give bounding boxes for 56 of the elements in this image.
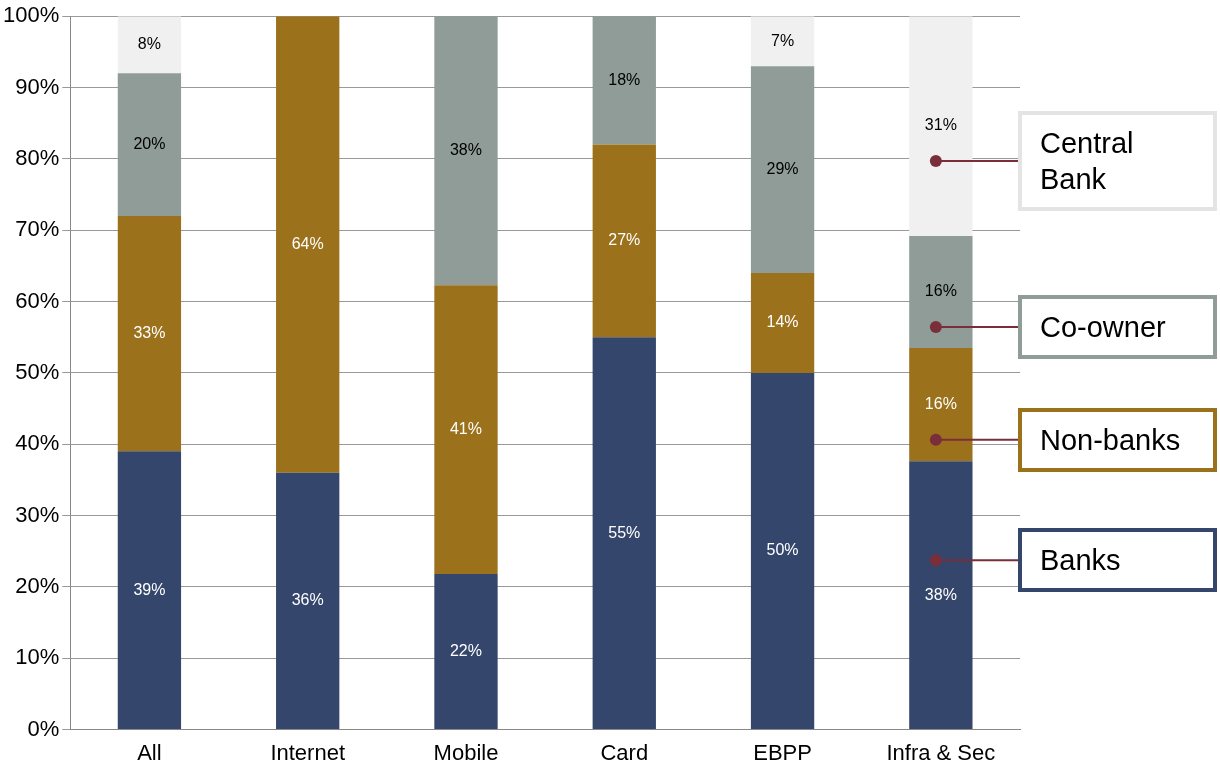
text: Central Bank [1018, 111, 1217, 212]
bar [117, 215, 182, 452]
bar [750, 372, 815, 730]
data-label: 7% [771, 31, 795, 49]
x-tick-label: Mobile [433, 739, 499, 765]
data-label: 20% [133, 135, 166, 153]
bar [750, 273, 815, 373]
y-tick-label: 50% [15, 358, 60, 384]
bar [909, 461, 973, 730]
x-tick-label: Internet [270, 739, 346, 765]
bar [592, 337, 656, 730]
y-tick-label: 0% [27, 715, 60, 741]
x-tick-label: Card [600, 739, 649, 765]
data-label: 22% [449, 642, 483, 659]
y-tick-label: 20% [15, 572, 60, 598]
bar [276, 16, 340, 473]
y-tick-label: 10% [15, 644, 60, 670]
data-label: 50% [766, 541, 799, 559]
bar [434, 574, 498, 730]
data-label: 16% [924, 282, 957, 300]
y-tick-label: 40% [15, 430, 60, 456]
data-label: 18% [608, 70, 641, 88]
y-tick-label: 60% [15, 287, 60, 313]
data-label: 33% [133, 324, 166, 342]
x-tick-label: Infra & Sec [886, 739, 996, 765]
bar [117, 16, 182, 74]
x-tick-label: All [137, 739, 162, 765]
text: Banks [1018, 528, 1217, 593]
data-label: 31% [924, 116, 957, 134]
data-label: 14% [766, 313, 799, 331]
bar [434, 285, 498, 575]
data-label: 55% [608, 523, 641, 541]
data-label: 41% [449, 420, 483, 438]
bar [750, 16, 815, 67]
data-label: 8% [137, 35, 161, 53]
bar [276, 472, 340, 730]
data-label: 64% [291, 234, 324, 252]
bar [909, 347, 973, 462]
data-label: 38% [924, 585, 957, 603]
bar [117, 451, 182, 730]
bar [592, 144, 656, 338]
y-tick-label: 70% [15, 216, 60, 242]
data-label: 39% [133, 580, 166, 598]
text: Non-banks [1018, 407, 1217, 472]
y-tick-label: 90% [15, 73, 60, 99]
data-label: 29% [766, 159, 799, 177]
y-tick-label: 30% [15, 501, 60, 527]
text: Co-owner [1018, 294, 1217, 359]
data-label: 16% [924, 395, 957, 413]
data-label: 27% [608, 231, 641, 249]
y-tick-label: 100% [2, 2, 60, 28]
data-label: 38% [449, 141, 483, 159]
data-label: 36% [291, 591, 324, 609]
x-tick-label: EBPP [753, 739, 812, 765]
bar [909, 16, 973, 236]
y-tick-label: 80% [15, 144, 60, 170]
